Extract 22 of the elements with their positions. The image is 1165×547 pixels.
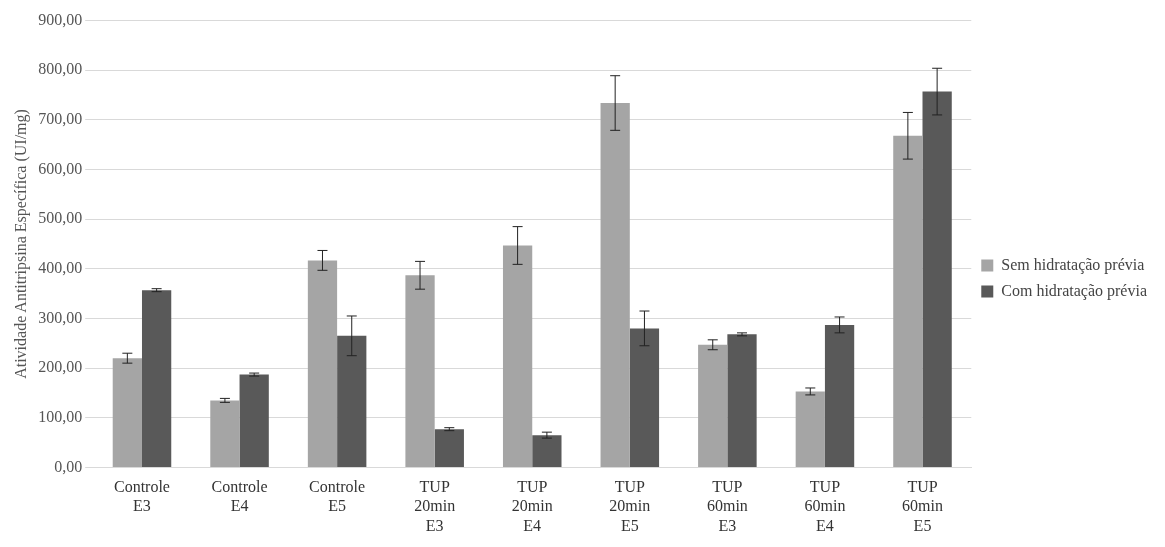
x-tick-label: TUP 60min E5 <box>902 478 943 534</box>
y-tick-label: 800,00 <box>38 60 83 78</box>
x-tick-label: TUP 20min E3 <box>414 478 456 534</box>
x-tick-label: TUP 60min E4 <box>804 478 846 534</box>
y-tick-label: 700,00 <box>38 110 83 128</box>
legend-label: Sem hidratação prévia <box>1001 255 1145 274</box>
y-tick-label: 400,00 <box>38 259 83 277</box>
x-tick-label: Controle E3 <box>113 478 170 515</box>
y-tick-label: 100,00 <box>38 407 83 425</box>
x-tick-label: TUP 60min E3 <box>706 478 748 534</box>
legend-label: Com hidratação prévia <box>1001 281 1147 300</box>
y-axis-title: Atividade Antitripsina Específica (UI/mg) <box>11 109 30 379</box>
y-tick-label: 900,00 <box>38 10 83 28</box>
x-tick-label: TUP 20min E5 <box>609 478 651 534</box>
x-tick-label: Controle E5 <box>309 478 366 515</box>
y-tick-label: 600,00 <box>38 159 83 177</box>
y-tick-label: 200,00 <box>38 358 83 376</box>
y-tick-label: 300,00 <box>38 308 83 326</box>
x-tick-label: Controle E4 <box>211 478 268 515</box>
x-tick-label: TUP 20min E4 <box>511 478 553 534</box>
y-tick-label: 500,00 <box>38 209 83 227</box>
y-tick-label: 0,00 <box>54 457 83 475</box>
